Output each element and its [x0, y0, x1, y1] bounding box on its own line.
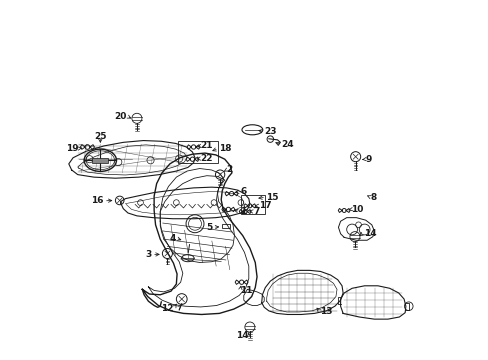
Text: 9: 9 [365, 155, 371, 164]
Text: 19: 19 [66, 144, 79, 153]
Text: 7: 7 [253, 207, 259, 216]
Bar [222, 224, 230, 228]
Text: 3: 3 [145, 250, 152, 259]
Text: 15: 15 [265, 193, 278, 202]
Text: 16: 16 [91, 196, 104, 205]
Text: 12: 12 [161, 304, 173, 313]
Text: 18: 18 [218, 144, 231, 153]
Text: 6: 6 [240, 187, 246, 196]
Text: 10: 10 [351, 205, 363, 214]
Text: 13: 13 [320, 307, 332, 316]
Text: 24: 24 [281, 140, 293, 149]
Text: 11: 11 [240, 286, 252, 295]
Text: 2: 2 [226, 166, 232, 175]
Text: 21: 21 [201, 141, 213, 150]
Text: 25: 25 [94, 132, 106, 141]
Text: 23: 23 [264, 127, 276, 136]
Text: 20: 20 [114, 112, 126, 121]
Bar [92, 158, 108, 163]
Text: 1: 1 [240, 207, 246, 216]
Text: 22: 22 [201, 154, 213, 163]
Text: 8: 8 [370, 193, 376, 202]
Text: 14: 14 [236, 332, 248, 341]
Text: 5: 5 [206, 223, 212, 232]
Text: 4: 4 [169, 234, 175, 243]
Text: 17: 17 [258, 201, 271, 210]
Text: 14: 14 [363, 229, 375, 238]
